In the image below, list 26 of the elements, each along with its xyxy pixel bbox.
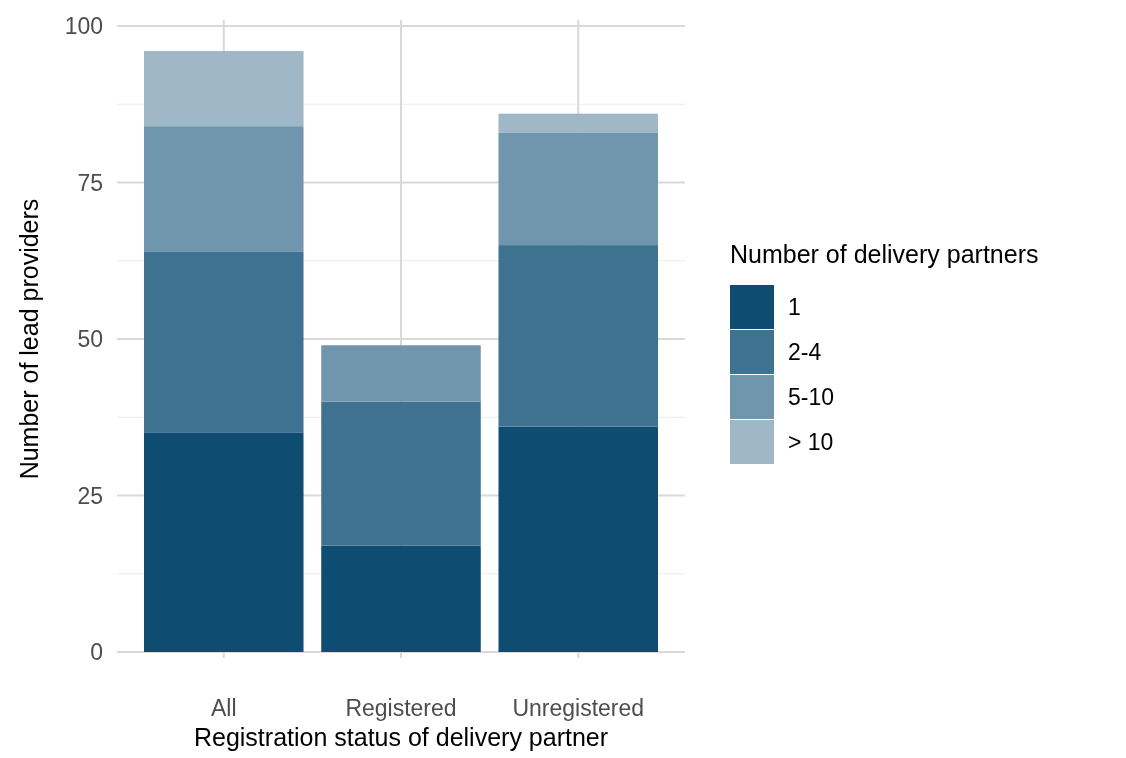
x-tick-label: Unregistered: [512, 695, 645, 721]
x-axis-title: Registration status of delivery partner: [193, 723, 609, 751]
bar: [321, 345, 481, 402]
legend-label: 2-4: [788, 339, 822, 366]
x-tick-label: All: [210, 695, 237, 721]
bar: [498, 113, 658, 133]
legend-label: 5-10: [788, 384, 835, 411]
y-tick-label: 0: [90, 639, 103, 666]
bar: [498, 245, 658, 427]
y-tick-label: 75: [77, 169, 103, 196]
bar: [144, 126, 304, 252]
y-tick-label: 50: [77, 326, 103, 353]
x-tick-label: Registered: [345, 695, 457, 721]
bar: [498, 132, 658, 246]
legend-label: > 10: [788, 429, 834, 456]
legend-title: Number of delivery partners: [730, 240, 1039, 268]
bar: [321, 545, 481, 652]
y-tick-label: 100: [64, 13, 103, 40]
bar: [498, 426, 658, 652]
bar: [144, 51, 304, 127]
bar: [144, 432, 304, 652]
y-tick-label: 25: [77, 482, 103, 509]
y-axis-title: Number of lead providers: [15, 198, 43, 480]
legend-label: 1: [788, 294, 801, 321]
bar: [321, 401, 481, 546]
bar: [144, 251, 304, 433]
